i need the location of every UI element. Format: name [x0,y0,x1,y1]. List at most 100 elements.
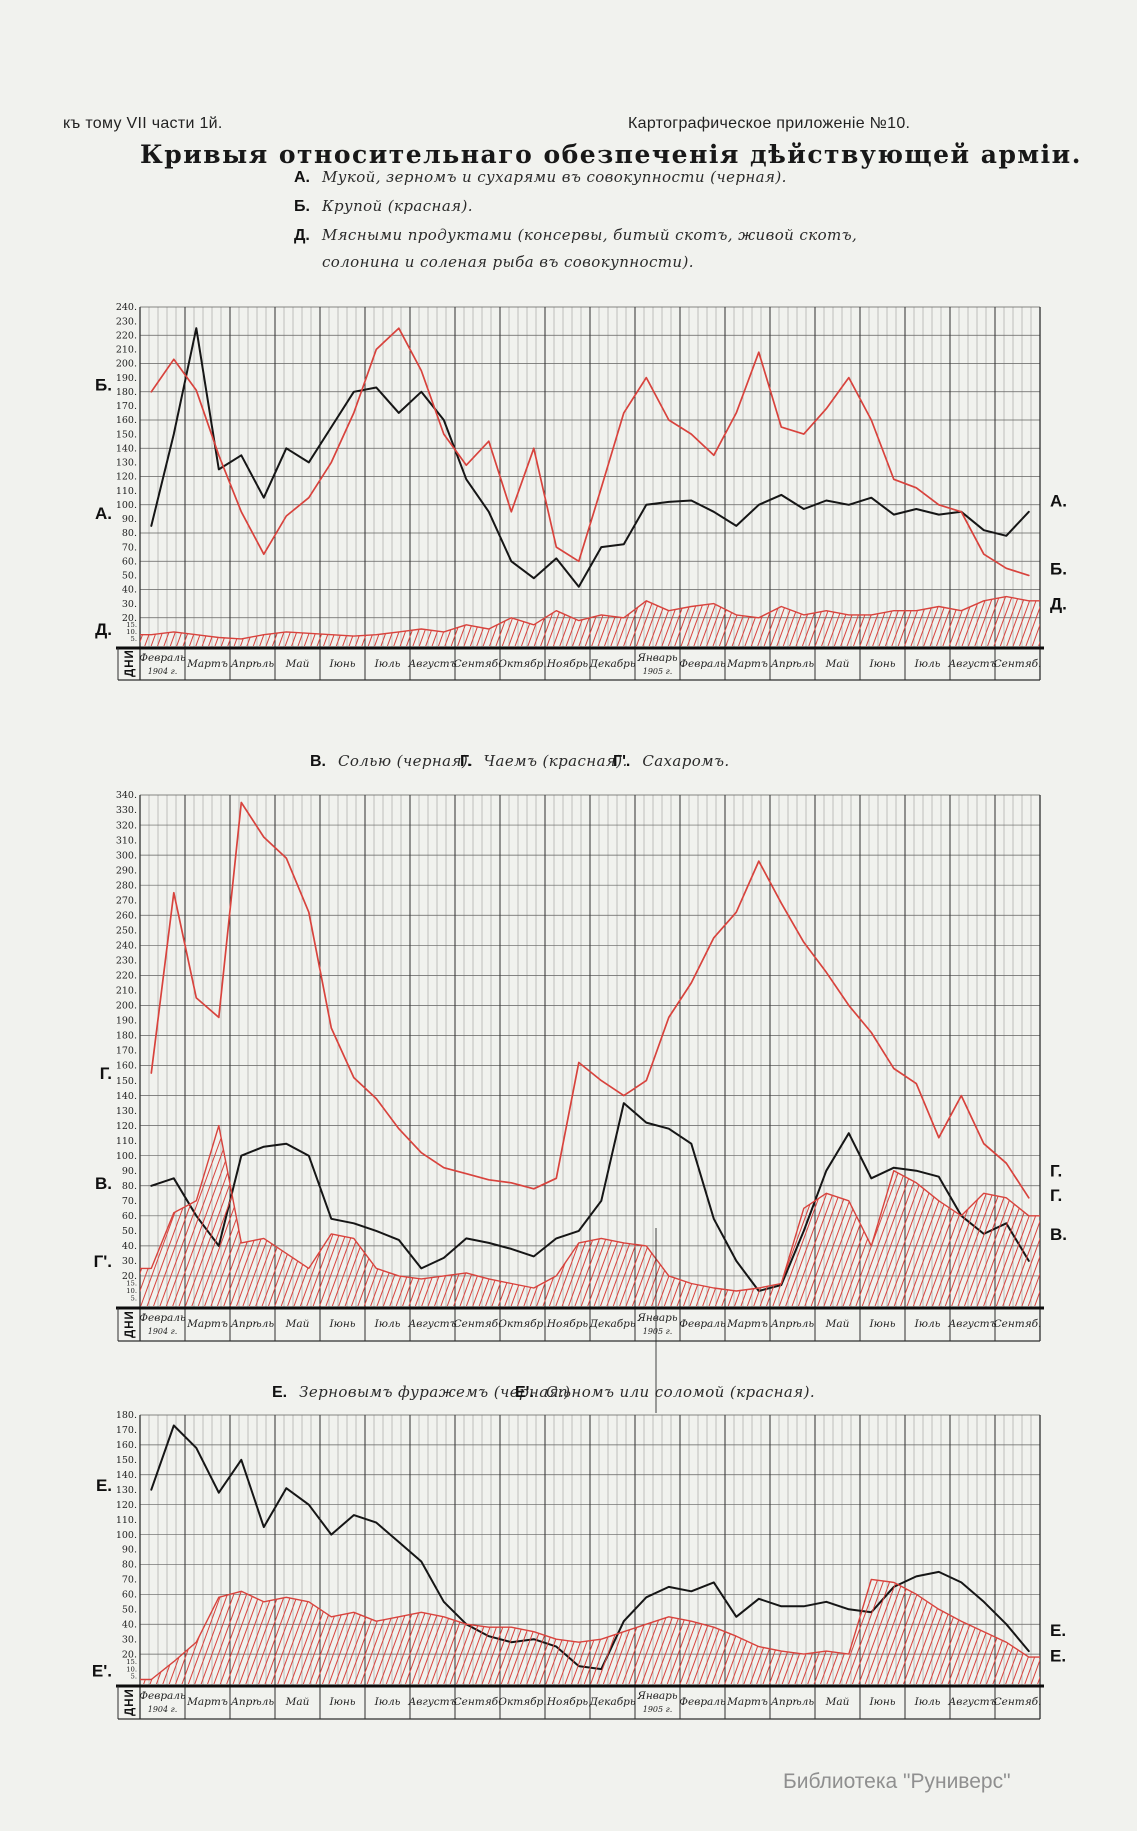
svg-text:Августъ: Августъ [407,658,456,670]
chart-2-y-ticks: 340. 330. 320. 310. 300. 290. 280. 270. 260. 250.… [116,790,137,1302]
legend-text-e2: Сѣномъ или соломой (красная). [545,1383,816,1401]
legend-key-a: А. [294,169,310,186]
svg-text:15.: 15. [126,1280,137,1288]
svg-text:Май: Май [285,1696,310,1708]
svg-text:Январь: Январь [636,1312,677,1324]
svg-text:20.: 20. [122,1271,137,1282]
svg-text:120.: 120. [116,1500,137,1511]
svg-text:Мартъ: Мартъ [726,1318,768,1330]
svg-text:Ноябрь: Ноябрь [546,1318,589,1330]
svg-text:40.: 40. [122,1619,137,1630]
svg-text:210.: 210. [116,986,137,997]
legend-key-v: В. [310,753,326,770]
svg-text:30.: 30. [122,599,137,610]
svg-text:5.: 5. [131,635,138,643]
svg-text:5.: 5. [131,1673,138,1681]
chart-1-legend-item-d-cont: солонина и соленая рыба въ совокупности)… [322,253,694,271]
svg-text:50.: 50. [122,571,137,582]
chart-2-legend-item-g: Г. Чаемъ (красная). [460,752,628,771]
svg-text:Сентяб.: Сентяб. [994,1696,1042,1708]
svg-text:Августъ: Августъ [947,1318,996,1330]
svg-text:300.: 300. [116,850,137,861]
chart-2-right-letter: В. [1050,1225,1067,1244]
svg-text:100.: 100. [116,500,137,511]
svg-text:90.: 90. [122,1545,137,1556]
svg-text:240.: 240. [116,302,137,313]
svg-text:150.: 150. [116,1076,137,1087]
svg-text:Сентяб.: Сентяб. [454,1318,502,1330]
svg-text:Октябр.: Октябр. [498,1696,546,1708]
svg-text:100.: 100. [116,1151,137,1162]
svg-text:Іюль: Іюль [374,658,401,670]
svg-text:310.: 310. [116,835,137,846]
legend-text-g: Чаемъ (красная). [483,752,628,770]
svg-text:200.: 200. [116,359,137,370]
svg-text:140.: 140. [116,1091,137,1102]
chart-3-legend-item-e2: Е'. Сѣномъ или соломой (красная). [515,1383,815,1402]
svg-text:Іюль: Іюль [914,1318,941,1330]
svg-text:Февраль: Февраль [139,652,186,664]
svg-text:40.: 40. [122,1241,137,1252]
svg-text:210.: 210. [116,345,137,356]
svg-text:Ноябрь: Ноябрь [546,1696,589,1708]
chart-1-legend-item-b: Б. Крупой (красная). [294,197,473,216]
chart-1-legend-item-d: Д. Мясными продуктами (консервы, битый ск… [294,226,857,245]
library-watermark: Библиотека "Руниверс" [783,1770,1011,1793]
svg-text:70.: 70. [122,1196,137,1207]
svg-text:Декабрь: Декабрь [588,658,635,670]
svg-text:1904 г.: 1904 г. [148,1705,178,1714]
svg-text:200.: 200. [116,1001,137,1012]
svg-text:60.: 60. [122,1590,137,1601]
chart-3-y-ticks: 180. 170. 160. 150. 140. 130. 120. 110. 100. 90. 8… [116,1410,137,1681]
chart-1-series-0-line [150,327,1030,588]
svg-text:90.: 90. [122,514,137,525]
chart-3-legend-item-e: Е. Зерновымъ фуражемъ (черная.) [272,1383,570,1402]
svg-text:20.: 20. [122,1649,137,1660]
svg-text:110.: 110. [116,1136,137,1147]
svg-text:160.: 160. [116,415,137,426]
svg-text:Іюль: Іюль [914,658,941,670]
svg-text:220.: 220. [116,971,137,982]
legend-key-b: Б. [294,198,310,215]
legend-key-g2: Г'. [613,753,631,770]
svg-text:70.: 70. [122,1575,137,1586]
svg-text:Мартъ: Мартъ [186,658,228,670]
svg-text:10.: 10. [126,1665,137,1673]
svg-text:Апрѣль: Апрѣль [230,1318,274,1330]
svg-text:Февраль: Февраль [679,1696,726,1708]
chart-1-axis-caption-dni: ДНИ [124,649,136,677]
svg-text:80.: 80. [122,1560,137,1571]
chart-1-series-1-line [150,327,1030,577]
svg-text:1905 г.: 1905 г. [643,1327,673,1336]
svg-text:Ноябрь: Ноябрь [546,658,589,670]
svg-text:180.: 180. [116,387,137,398]
svg-text:240.: 240. [116,940,137,951]
volume-note: къ тому VII части 1й. [63,115,223,132]
chart-2-left-letter: Г'. [94,1252,112,1271]
svg-text:60.: 60. [122,556,137,567]
svg-text:Апрѣль: Апрѣль [770,1318,814,1330]
chart-1-right-letter: Б. [1050,559,1067,578]
svg-text:230.: 230. [116,956,137,967]
svg-text:Іюнь: Іюнь [328,1696,355,1708]
chart-1-left-letter: А. [95,504,112,523]
svg-text:1905 г.: 1905 г. [643,1705,673,1714]
svg-text:30.: 30. [122,1634,137,1645]
svg-text:Іюнь: Іюнь [328,1318,355,1330]
svg-text:10.: 10. [126,1287,137,1295]
svg-text:290.: 290. [116,865,137,876]
chart-2-series-0-line [150,1102,1030,1292]
svg-text:150.: 150. [116,1455,137,1466]
svg-text:170.: 170. [116,401,137,412]
svg-text:250.: 250. [116,925,137,936]
svg-text:15.: 15. [126,621,137,629]
svg-text:Апрѣль: Апрѣль [230,658,274,670]
svg-text:Октябр.: Октябр. [498,658,546,670]
svg-text:Августъ: Августъ [947,658,996,670]
svg-text:220.: 220. [116,330,137,341]
legend-key-e2: Е'. [515,1384,534,1401]
